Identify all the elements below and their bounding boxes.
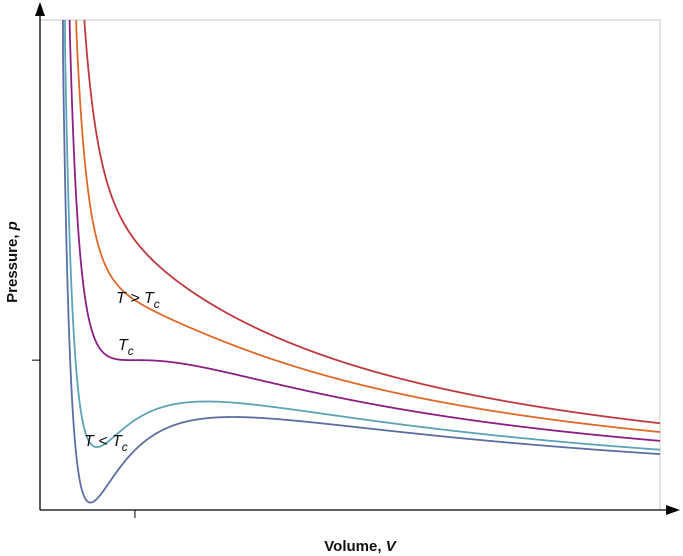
y-axis-arrow-icon [35,2,45,16]
x-axis-arrow-icon [666,505,680,515]
annotation-below-critical: T < Tc [84,433,128,454]
x-axis-label: Volume, V [324,538,397,555]
isotherm-T-1.2 [83,20,661,425]
annotation-critical: Tc [118,337,134,358]
curves [62,20,661,504]
isotherm-T-0.85 [62,20,661,504]
plot-frame [39,19,661,511]
y-axis-label: Pressure, p [4,221,21,303]
annotation-above-critical: T > Tc [116,290,160,311]
isotherm-T-1.1 [75,20,661,433]
isotherm-T-0.9 [64,20,661,451]
isotherm-T-1 [68,20,661,442]
